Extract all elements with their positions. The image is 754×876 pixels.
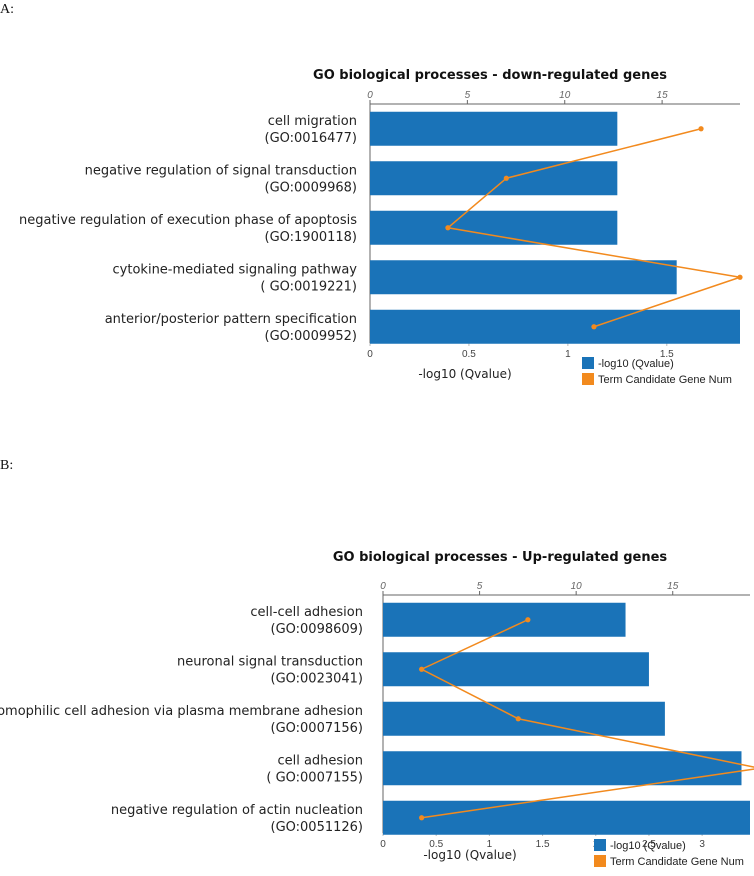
- bar: [370, 210, 618, 245]
- category-go-id: (GO:0016477): [265, 131, 358, 146]
- top-tick-label: 15: [657, 90, 669, 101]
- legend-swatch-line: [594, 855, 606, 867]
- gene-num-point: [525, 617, 531, 623]
- gene-num-point: [698, 126, 704, 132]
- bottom-tick-label: 1: [565, 349, 571, 360]
- top-tick-label: 10: [559, 90, 571, 101]
- legend-label-qvalue: -log10 (Qvalue): [598, 358, 674, 370]
- legend-swatch-bar: [594, 839, 606, 851]
- top-tick-label: 0: [380, 581, 386, 592]
- panel-b-label: B:: [0, 458, 14, 473]
- gene-num-point: [737, 274, 743, 280]
- panel-a-label: A:: [0, 2, 14, 17]
- category-go-id: (GO:0009952): [265, 329, 358, 344]
- bar: [383, 701, 665, 736]
- category-go-id: (GO:0009968): [265, 180, 358, 195]
- legend-label-gene-num: Term Candidate Gene Num: [610, 856, 744, 868]
- bottom-tick-label: 3: [699, 839, 705, 850]
- bar: [383, 751, 742, 786]
- category-label: negative regulation of actin nucleation: [111, 803, 363, 818]
- bar: [383, 800, 750, 835]
- x-axis-label: -log10 (Qvalue): [423, 848, 516, 862]
- category-label: neuronal signal transduction: [177, 654, 363, 669]
- gene-num-point: [419, 815, 425, 821]
- bottom-tick-label: 1.5: [536, 839, 550, 850]
- gene-num-point: [515, 716, 521, 722]
- x-axis-label: -log10 (Qvalue): [418, 367, 511, 381]
- bottom-tick-label: 0.5: [462, 349, 476, 360]
- category-label: cytokine-mediated signaling pathway: [113, 262, 358, 277]
- gene-num-point: [445, 225, 451, 231]
- category-go-id: (GO:0098609): [271, 622, 364, 637]
- chart-b-title: GO biological processes - Up-regulated g…: [332, 550, 668, 565]
- chart-a-title: GO biological processes - down-regulated…: [313, 68, 667, 83]
- bar: [383, 602, 626, 637]
- bottom-tick-label: 0: [380, 839, 386, 850]
- top-tick-label: 5: [477, 581, 483, 592]
- bottom-tick-label: 1: [487, 839, 493, 850]
- bar: [370, 161, 618, 196]
- legend-label-gene-num: Term Candidate Gene Num: [598, 374, 732, 386]
- category-label: cell adhesion: [277, 753, 363, 768]
- category-label: negative regulation of execution phase o…: [19, 213, 357, 228]
- bar: [370, 309, 740, 344]
- top-tick-label: 10: [571, 581, 583, 592]
- category-label: anterior/posterior pattern specification: [105, 312, 357, 327]
- category-label: cell migration: [268, 114, 357, 129]
- bottom-tick-label: 2.5: [642, 839, 656, 850]
- category-label: homophilic cell adhesion via plasma memb…: [0, 704, 363, 719]
- category-label: negative regulation of signal transducti…: [85, 163, 357, 178]
- top-tick-label: 15: [667, 581, 679, 592]
- bar: [383, 652, 649, 687]
- chart-a: 0 5 10 15 0 0.5 1 1.5 cell migration (GO:0016477)…: [19, 90, 743, 386]
- category-label: cell-cell adhesion: [250, 605, 363, 620]
- gene-num-point: [503, 175, 509, 181]
- bar: [370, 260, 677, 295]
- bottom-tick-label: 0.5: [429, 839, 443, 850]
- category-go-id: ( GO:0007155): [266, 770, 363, 785]
- category-go-id: (GO:0023041): [271, 671, 364, 686]
- category-go-id: (GO:1900118): [265, 230, 358, 245]
- gene-num-point: [419, 666, 425, 672]
- bottom-tick-label: 1.5: [660, 349, 674, 360]
- category-go-id: ( GO:0019221): [260, 279, 357, 294]
- category-go-id: (GO:0051126): [271, 820, 364, 835]
- top-tick-label: 0: [367, 90, 373, 101]
- legend-label-qvalue: -log10 (Qvalue): [610, 840, 686, 852]
- category-go-id: (GO:0007156): [271, 721, 364, 736]
- bottom-tick-label: 0: [367, 349, 373, 360]
- gene-num-point: [591, 324, 597, 330]
- legend-swatch-line: [582, 373, 594, 385]
- top-tick-label: 5: [465, 90, 471, 101]
- bar: [370, 111, 618, 146]
- legend-swatch-bar: [582, 357, 594, 369]
